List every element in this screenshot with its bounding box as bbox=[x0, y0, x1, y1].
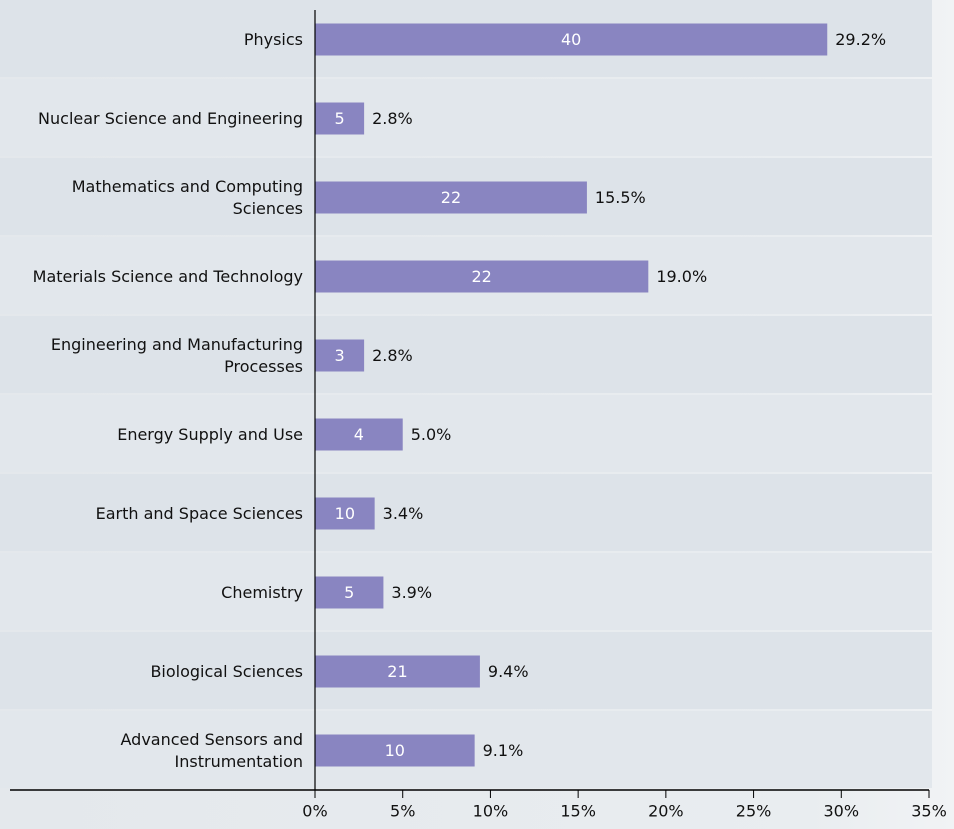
category-label: Materials Science and Technology bbox=[0, 266, 303, 288]
category-text: Biological Sciences bbox=[150, 661, 303, 681]
x-tick-label: 35% bbox=[911, 802, 947, 821]
category-label: Biological Sciences bbox=[0, 661, 303, 683]
bar-count-label: 22 bbox=[471, 267, 491, 286]
bar-count-label: 22 bbox=[441, 188, 461, 207]
category-text: Advanced Sensors and Instrumentation bbox=[120, 729, 303, 771]
value-label: 15.5% bbox=[595, 188, 646, 207]
bar bbox=[315, 734, 475, 767]
value-label: 19.0% bbox=[656, 267, 707, 286]
row-band bbox=[0, 474, 932, 551]
bar-count-label: 40 bbox=[561, 30, 581, 49]
row-band bbox=[0, 79, 932, 156]
bar-count-label: 5 bbox=[344, 583, 354, 602]
bar bbox=[315, 497, 375, 530]
bar bbox=[315, 102, 365, 135]
category-text: Materials Science and Technology bbox=[32, 266, 303, 286]
category-text: Energy Supply and Use bbox=[117, 424, 303, 444]
value-label: 9.1% bbox=[483, 741, 524, 760]
category-text: Physics bbox=[243, 29, 303, 49]
row-band bbox=[0, 553, 932, 630]
x-tick-label: 20% bbox=[648, 802, 684, 821]
x-tick-label: 10% bbox=[473, 802, 509, 821]
bar bbox=[315, 576, 384, 609]
category-label: Chemistry bbox=[0, 582, 303, 604]
category-label: Advanced Sensors and Instrumentation bbox=[0, 729, 303, 773]
bar-count-label: 4 bbox=[354, 425, 364, 444]
bar bbox=[315, 23, 828, 56]
category-label: Energy Supply and Use bbox=[0, 424, 303, 446]
row-band bbox=[0, 395, 932, 472]
x-tick-label: 30% bbox=[824, 802, 860, 821]
category-label: Earth and Space Sciences bbox=[0, 503, 303, 525]
value-label: 9.4% bbox=[488, 662, 529, 681]
category-text: Chemistry bbox=[221, 582, 303, 602]
bar bbox=[315, 260, 649, 293]
value-label: 2.8% bbox=[372, 346, 413, 365]
x-tick-label: 5% bbox=[390, 802, 415, 821]
x-tick-label: 15% bbox=[560, 802, 596, 821]
bar-count-label: 5 bbox=[334, 109, 344, 128]
x-tick-label: 0% bbox=[302, 802, 327, 821]
category-label: Nuclear Science and Engineering bbox=[0, 108, 303, 130]
category-text: Earth and Space Sciences bbox=[95, 503, 303, 523]
value-label: 2.8% bbox=[372, 109, 413, 128]
category-text: Mathematics and Computing Sciences bbox=[71, 176, 303, 218]
value-label: 29.2% bbox=[835, 30, 886, 49]
category-label: Physics bbox=[0, 29, 303, 51]
bar bbox=[315, 339, 365, 372]
bar bbox=[315, 181, 587, 214]
category-text: Engineering and Manufacturing Processes bbox=[50, 334, 303, 376]
category-label: Engineering and Manufacturing Processes bbox=[0, 334, 303, 378]
bar-count-label: 3 bbox=[334, 346, 344, 365]
value-label: 5.0% bbox=[411, 425, 452, 444]
value-label: 3.9% bbox=[391, 583, 432, 602]
x-tick-label: 25% bbox=[736, 802, 772, 821]
bar bbox=[315, 418, 403, 451]
row-band bbox=[0, 316, 932, 393]
value-label: 3.4% bbox=[383, 504, 424, 523]
category-label: Mathematics and Computing Sciences bbox=[0, 176, 303, 220]
bar bbox=[315, 655, 480, 688]
category-text: Nuclear Science and Engineering bbox=[38, 108, 303, 128]
bar-count-label: 10 bbox=[335, 504, 355, 523]
bar-count-label: 21 bbox=[387, 662, 407, 681]
bar-count-label: 10 bbox=[385, 741, 405, 760]
